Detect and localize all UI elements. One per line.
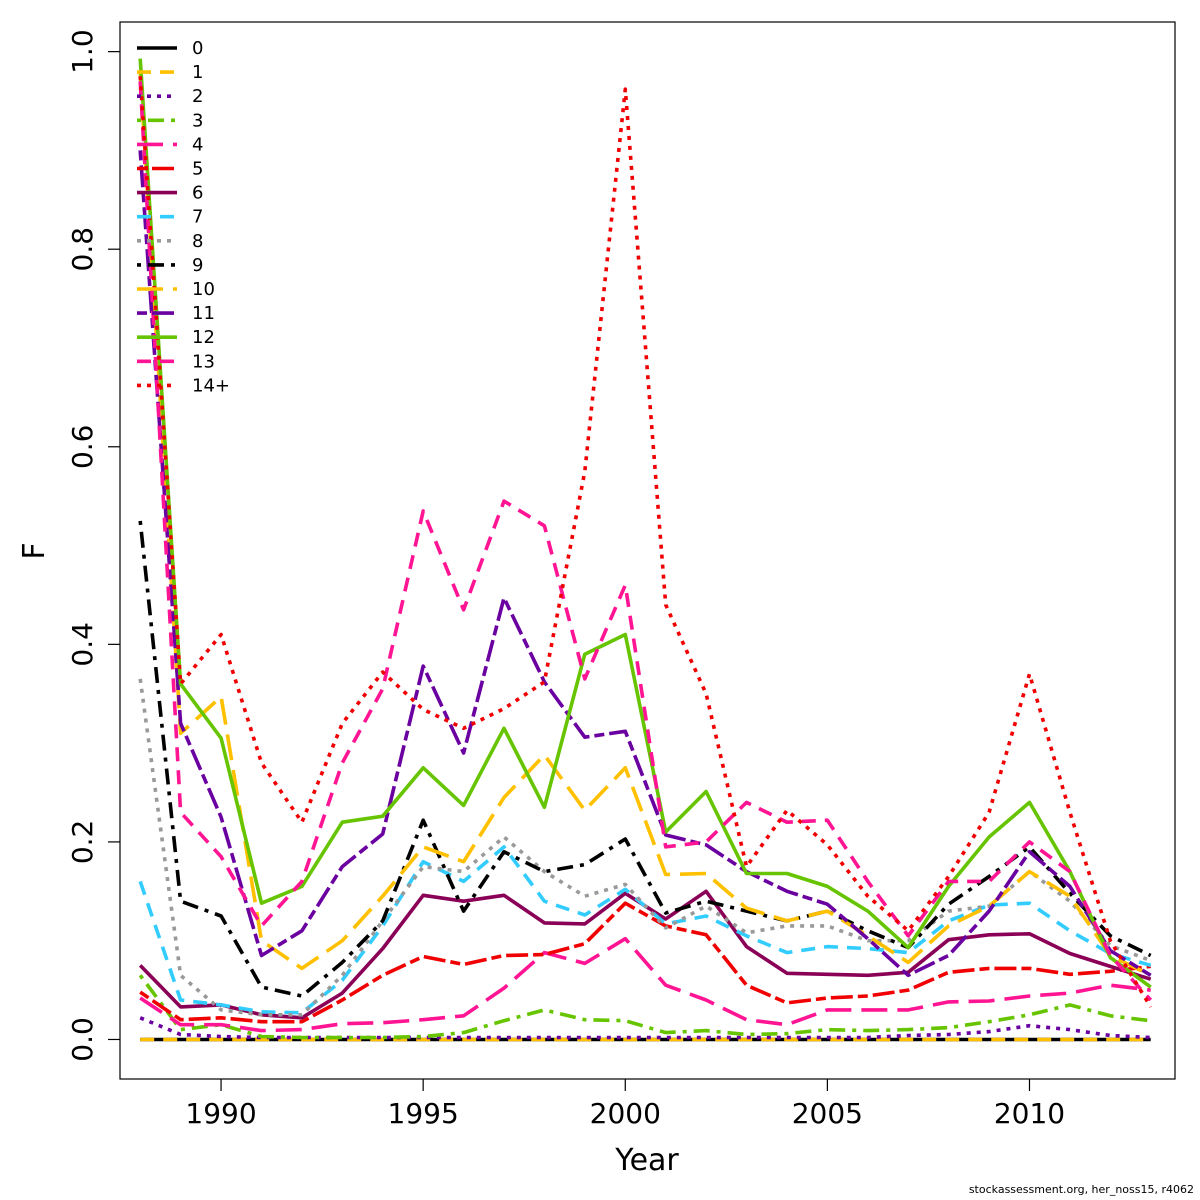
x-tick-label: 1990 xyxy=(185,1097,256,1130)
legend-label: 4 xyxy=(192,134,203,155)
legend-label: 6 xyxy=(192,183,203,204)
series-line-13 xyxy=(138,81,1153,1002)
legend-label: 3 xyxy=(192,110,203,131)
legend-label: 10 xyxy=(192,279,215,300)
series-line-5 xyxy=(139,901,1151,1024)
legend-label: 14+ xyxy=(192,375,230,396)
series-line-10 xyxy=(138,71,1152,977)
y-tick-label: 0.6 xyxy=(66,425,99,470)
legend-label: 2 xyxy=(192,86,203,107)
y-tick-label: 0.8 xyxy=(66,227,99,272)
legend-label: 12 xyxy=(192,327,215,348)
y-tick-label: 0.4 xyxy=(66,622,99,667)
series-layer xyxy=(138,58,1153,1042)
x-tick-label: 2010 xyxy=(994,1097,1065,1130)
x-tick-label: 2005 xyxy=(792,1097,863,1130)
legend-label: 0 xyxy=(192,38,203,59)
series-line-11 xyxy=(138,150,1152,978)
y-axis: 0.0 0.2 0.4 0.6 0.8 1.0 xyxy=(66,29,120,1062)
legend-label: 9 xyxy=(192,255,203,276)
x-axis-title: Year xyxy=(614,1143,679,1178)
y-tick-label: 0.0 xyxy=(66,1017,99,1062)
plot-frame xyxy=(119,21,1176,1080)
y-axis-title: F xyxy=(17,542,52,559)
legend-label: 1 xyxy=(192,62,203,83)
y-tick-label: 0.2 xyxy=(66,820,99,865)
x-tick-label: 2000 xyxy=(590,1097,661,1130)
series-line-12 xyxy=(138,58,1152,989)
series-line-14plus xyxy=(138,76,1153,1008)
legend-label: 13 xyxy=(192,351,215,372)
series-line-4 xyxy=(139,936,1151,1033)
series-line-2 xyxy=(139,1016,1151,1040)
source-credit: stockassessment.org, her_noss15, r4062 xyxy=(968,1183,1194,1196)
series-line-8 xyxy=(138,678,1152,1017)
series-line-9 xyxy=(138,520,1152,998)
legend-label: 11 xyxy=(192,303,215,324)
legend-label: 8 xyxy=(192,231,203,252)
legend-label: 5 xyxy=(192,159,203,180)
series-line-6 xyxy=(138,889,1152,1020)
legend-label: 7 xyxy=(192,207,203,228)
x-axis: 1990 1995 2000 2005 2010 xyxy=(185,1079,1065,1130)
y-tick-label: 1.0 xyxy=(66,29,99,74)
x-tick-label: 1995 xyxy=(388,1097,459,1130)
